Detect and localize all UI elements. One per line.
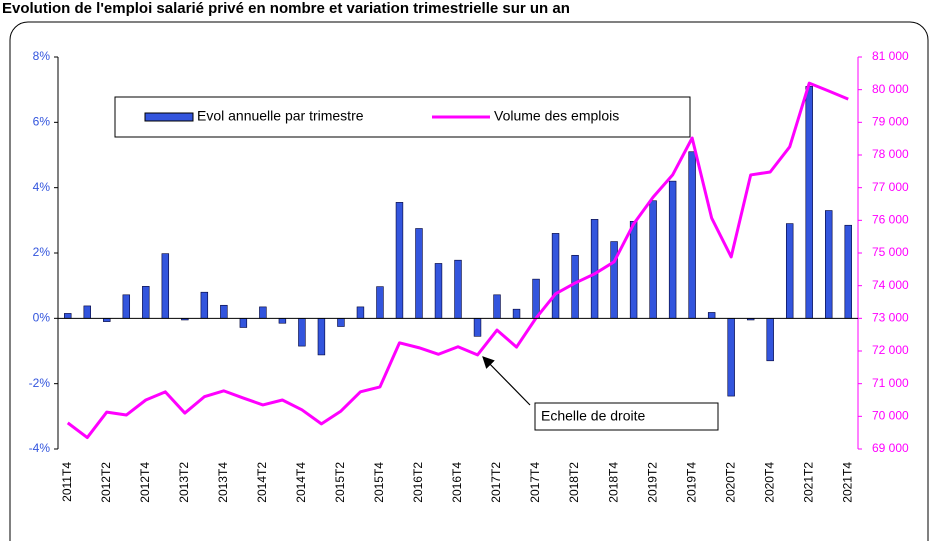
chart-title: Evolution de l'emploi salarié privé en n… (2, 0, 570, 17)
y2-tick-label: 72 000 (872, 343, 909, 357)
y2-tick-label: 70 000 (872, 409, 909, 423)
x-tick-label: 2013T2 (177, 462, 191, 503)
bar (766, 318, 774, 362)
y-tick-label: 8% (33, 49, 51, 63)
bar (278, 318, 287, 324)
y2-tick-label: 71 000 (872, 376, 909, 390)
x-tick-label: 2019T4 (684, 462, 698, 503)
legend-label: Evol annuelle par trimestre (197, 108, 364, 124)
y2-tick-label: 75 000 (872, 245, 909, 259)
bar (551, 233, 560, 319)
y2-tick-label: 74 000 (872, 278, 909, 292)
x-tick-label: 2020T4 (762, 462, 776, 503)
bar (122, 294, 131, 319)
bar (610, 241, 618, 319)
y2-tick-label: 69 000 (872, 441, 909, 455)
x-tick-label: 2015T4 (372, 462, 386, 503)
bar (727, 318, 735, 397)
bar (571, 254, 579, 319)
bar (844, 224, 852, 319)
bar (785, 223, 794, 319)
y-tick-label: 6% (33, 115, 51, 129)
x-tick-label: 2015T2 (333, 462, 347, 503)
y-tick-label: -4% (29, 441, 51, 455)
bar (434, 263, 443, 319)
annotation: Echelle de droite (541, 408, 646, 424)
x-tick-label: 2018T2 (567, 462, 581, 503)
line (66, 81, 849, 440)
y2-tick-label: 78 000 (872, 147, 909, 161)
legend-swatch (144, 112, 194, 122)
bar (688, 151, 696, 319)
y2-tick-label: 79 000 (872, 115, 909, 129)
y2-tick-label: 80 000 (872, 82, 909, 96)
legend-box (114, 96, 691, 138)
bar (200, 291, 209, 319)
x-tick-label: 2017T2 (489, 462, 503, 503)
bar (493, 294, 501, 319)
y2-tick-label: 73 000 (872, 311, 909, 325)
bar (220, 304, 228, 319)
x-tick-label: 2014T2 (255, 462, 269, 503)
bar (395, 202, 404, 319)
bar (668, 180, 677, 319)
x-tick-label: 2021T4 (840, 462, 854, 503)
bar (337, 318, 345, 327)
annotation-box (534, 402, 719, 431)
bar (532, 278, 540, 319)
bar (259, 306, 267, 319)
bar (454, 259, 462, 319)
y-tick-label: 0% (33, 311, 51, 325)
bar (239, 318, 248, 328)
x-tick-label: 2016T2 (411, 462, 425, 503)
bar (356, 306, 365, 319)
bar (142, 286, 150, 319)
y-tick-label: 2% (33, 245, 51, 259)
y-tick-label: -2% (29, 376, 51, 390)
x-tick-label: 2012T2 (99, 462, 113, 503)
bar (805, 86, 813, 319)
x-tick-label: 2020T2 (723, 462, 737, 503)
x-tick-label: 2018T4 (606, 462, 620, 503)
y2-tick-label: 81 000 (872, 49, 909, 63)
bar (473, 318, 482, 337)
bar (825, 210, 833, 319)
bar (707, 312, 716, 319)
bar (415, 228, 423, 319)
x-tick-label: 2017T4 (528, 462, 542, 503)
x-tick-label: 2014T4 (294, 462, 308, 503)
x-tick-label: 2021T2 (801, 462, 815, 503)
y2-tick-label: 77 000 (872, 180, 909, 194)
bar (317, 318, 326, 356)
bar (376, 286, 384, 319)
bar (83, 305, 91, 319)
bar (64, 313, 72, 319)
x-tick-label: 2012T4 (138, 462, 152, 503)
annotation-arrow (482, 356, 531, 406)
bar (590, 219, 599, 319)
legend-label: Volume des emplois (494, 108, 619, 124)
bar (629, 221, 638, 319)
bar (298, 318, 306, 347)
bar (161, 253, 170, 319)
x-tick-label: 2011T4 (60, 462, 74, 502)
x-tick-label: 2013T4 (216, 462, 230, 503)
y-tick-label: 4% (33, 180, 51, 194)
x-tick-label: 2016T4 (450, 462, 464, 503)
y2-tick-label: 76 000 (872, 213, 909, 227)
x-tick-label: 2019T2 (645, 462, 659, 503)
bar (649, 200, 657, 319)
bar (512, 308, 521, 319)
